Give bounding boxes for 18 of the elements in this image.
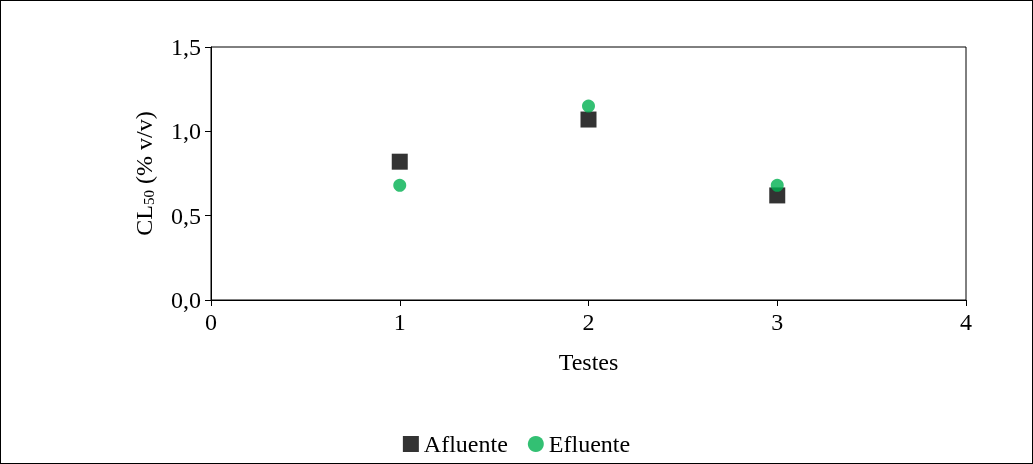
- x-tick-label: 2: [582, 309, 595, 335]
- point: [393, 178, 407, 192]
- legend-label: Afluente: [423, 431, 508, 457]
- point: [580, 111, 597, 128]
- x-tick-label: 3: [771, 309, 784, 335]
- y-tick-label: 0,5: [171, 202, 201, 229]
- y-tick-label: 1,5: [171, 34, 201, 60]
- y-tick-label: 0,0: [171, 287, 201, 313]
- x-axis-title: Testes: [558, 349, 619, 375]
- x-tick-label: 1: [393, 309, 406, 335]
- y-tick-label: 1,0: [171, 118, 201, 145]
- point: [770, 178, 784, 192]
- x-tick-label: 4: [960, 309, 972, 335]
- point: [582, 99, 595, 113]
- legend-label: Efluente: [548, 431, 631, 457]
- y-axis-title: CL50 (% v/v): [131, 111, 157, 236]
- x-tick-label: 0: [205, 309, 217, 335]
- point: [391, 153, 408, 170]
